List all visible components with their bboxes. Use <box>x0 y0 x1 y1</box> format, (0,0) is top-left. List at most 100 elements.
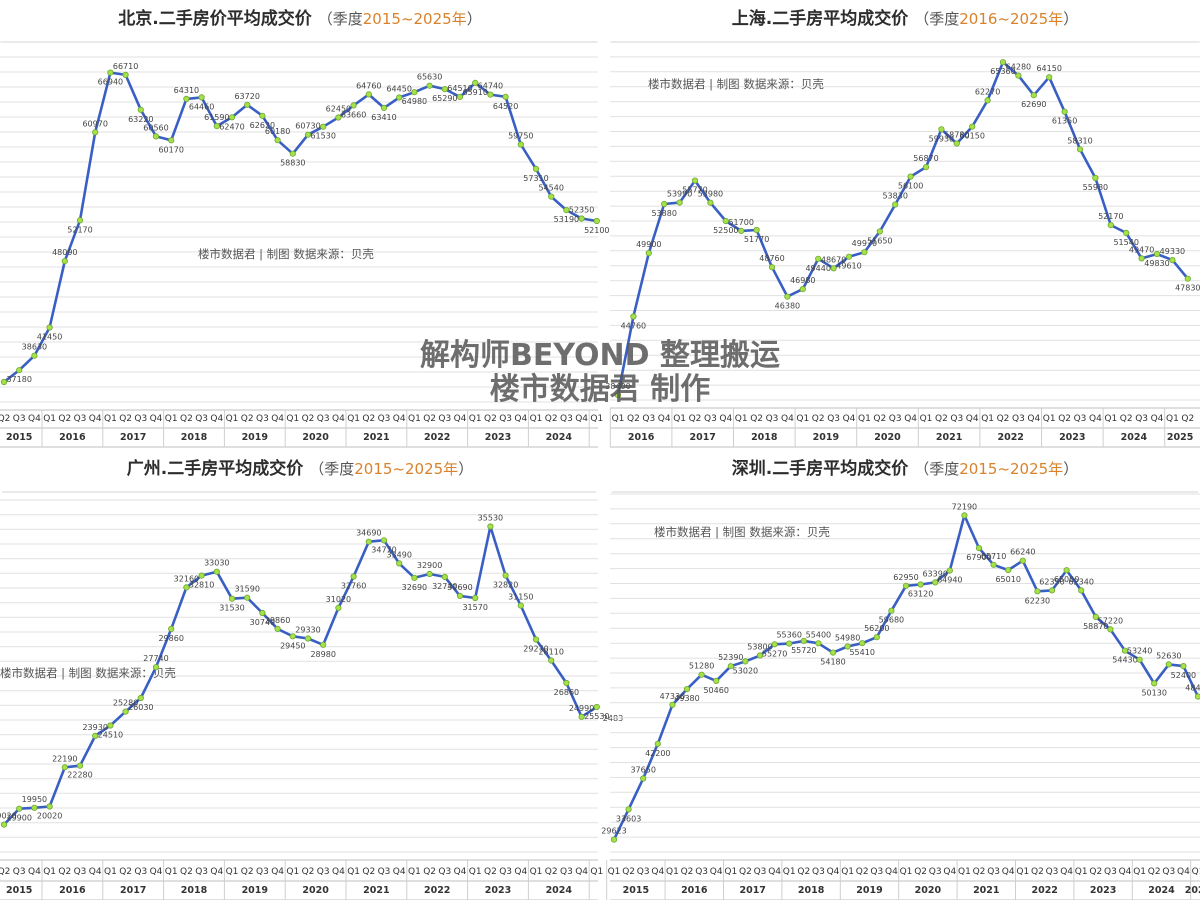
data-point <box>1046 74 1053 81</box>
quarter-tick-label: Q2 <box>302 414 315 424</box>
data-point <box>46 803 53 810</box>
data-point <box>456 592 464 600</box>
data-label: 64940 <box>937 576 962 585</box>
quarter-tick-label: Q1 <box>735 414 748 424</box>
data-label: 32760 <box>341 582 366 591</box>
data-point <box>152 133 160 140</box>
data-point <box>1063 567 1070 574</box>
data-label: 34690 <box>356 529 381 538</box>
data-point <box>61 764 68 771</box>
data-label: 47330 <box>660 692 685 701</box>
data-point <box>861 249 868 256</box>
quarter-tick-label: Q1 <box>673 414 686 424</box>
quarter-tick-label: Q3 <box>1162 867 1175 877</box>
title-range: 2015~2025年 <box>354 460 458 478</box>
data-point <box>107 69 114 76</box>
quarter-tick-label: Q1 <box>920 414 933 424</box>
data-label: 64280 <box>1006 63 1031 72</box>
data-point <box>228 114 236 121</box>
quarter-tick-label: Q4 <box>966 414 979 424</box>
quarter-tick-label: Q1 <box>347 414 360 424</box>
quarter-tick-label: Q2 <box>997 414 1010 424</box>
quarter-tick-label: Q2 <box>681 867 694 877</box>
quarter-tick-label: Q3 <box>378 414 391 424</box>
data-label: 26030 <box>128 703 153 712</box>
data-point <box>1123 229 1130 236</box>
quarter-tick-label: Q4 <box>150 414 163 424</box>
quarter-tick-label: Q1 <box>286 414 299 424</box>
year-tick-label: 2016 <box>59 432 86 443</box>
data-point <box>844 643 851 650</box>
data-label: 19900 <box>6 814 31 823</box>
data-label: 54180 <box>820 658 845 667</box>
quarter-tick-label: Q3 <box>560 867 573 877</box>
quarter-tick-label: Q1 <box>286 867 299 877</box>
data-label: 55270 <box>762 649 787 658</box>
data-label: 59750 <box>508 132 533 141</box>
data-label: 62340 <box>1068 577 1093 586</box>
data-point <box>168 137 175 144</box>
quarter-tick-label: Q1 <box>43 414 56 424</box>
series-line <box>3 71 598 384</box>
quarter-tick-label: Q3 <box>1104 867 1117 877</box>
gridlines <box>610 491 1200 853</box>
quarter-tick-label: Q2 <box>1058 414 1071 424</box>
data-point <box>829 649 837 656</box>
quarter-tick-label: Q3 <box>1074 414 1087 424</box>
quarter-tick-label: Q1 <box>104 867 117 877</box>
quarter-tick-label: Q3 <box>438 867 451 877</box>
data-point <box>76 217 84 224</box>
data-point <box>1153 250 1161 258</box>
data-label: 32690 <box>402 583 427 592</box>
data-label: 64460 <box>189 102 214 111</box>
data-point <box>753 226 760 234</box>
quarter-tick-label: Q3 <box>695 867 708 877</box>
quarter-tick-label: Q4 <box>575 867 588 877</box>
quarter-tick-label: Q2 <box>484 414 497 424</box>
quarter-tick-label: Q2 <box>241 414 254 424</box>
quarter-tick-label: Q3 <box>317 414 330 424</box>
chart-title: 北京.二手房价平均成交价 （季度2015~2025年） <box>118 8 481 29</box>
data-point <box>722 217 729 225</box>
data-label: 31150 <box>508 593 533 602</box>
data-label: 30740 <box>250 618 275 627</box>
data-point <box>441 86 448 93</box>
x-axis: Q1 Q2 Q3 Q4 Q1 Q2 Q3 Q4 Q1 Q2 Q3 Q4 Q1 Q2 Q3 Q4 Q1 Q2 Q3 Q4… <box>606 859 1200 900</box>
data-point <box>320 123 327 130</box>
data-point <box>984 97 991 104</box>
data-point <box>244 594 251 601</box>
shenzhen-chart: 深圳.二手房平均成交价 （季度2015~2025年） 楼市数据君 | 制图 数据来源… <box>601 458 1200 900</box>
quarter-tick-label: Q2 <box>1120 414 1133 424</box>
data-label: 55400 <box>806 630 831 639</box>
data-label: 67900 <box>966 553 991 562</box>
data-point <box>107 722 114 729</box>
quarter-tick-label: Q2 <box>484 867 497 877</box>
data-label: 28110 <box>538 648 563 657</box>
guangzhou-chart: 广州.二手房平均成交价 （季度2015~2025年） 楼市数据君 | 制图 数据来源… <box>0 458 623 900</box>
quarter-tick-label: Q1 <box>796 414 809 424</box>
data-label: 65710 <box>981 552 1006 561</box>
quarter-tick-label: Q4 <box>651 867 664 877</box>
x-axis: Q2 Q3 Q4 Q1 Q2 Q3 Q4 Q1 Q2 Q3 Q4 Q1 Q2 Q3 Q4 Q1 Q2 Q3 Q4 Q1… <box>0 409 603 448</box>
data-points: 1902019900 19950 20020 22190 22280 2393024510… <box>0 514 623 828</box>
year-tick-label: 2019 <box>856 885 882 896</box>
data-point <box>76 762 84 769</box>
data-point <box>902 582 910 589</box>
watermark-line-1: 解构师BEYOND 整理搬运 <box>420 338 780 373</box>
quarter-tick-label: Q2 <box>545 414 558 424</box>
data-point <box>1121 647 1129 654</box>
data-point <box>0 821 8 828</box>
year-tick-label: 2017 <box>689 432 715 443</box>
data-point <box>756 652 764 659</box>
year-tick-label: 2024 <box>546 885 573 896</box>
data-point <box>1048 587 1056 594</box>
quarter-tick-label: Q3 <box>134 867 147 877</box>
data-label: 48670 <box>821 255 846 264</box>
data-label: 51650 <box>867 237 892 246</box>
data-label: 52500 <box>713 226 738 235</box>
data-label: 52170 <box>1098 212 1123 221</box>
data-label: 61530 <box>310 132 335 141</box>
quarter-tick-label: Q3 <box>256 867 269 877</box>
title-range: 2016~2025年 <box>959 10 1063 28</box>
data-point <box>411 89 418 96</box>
